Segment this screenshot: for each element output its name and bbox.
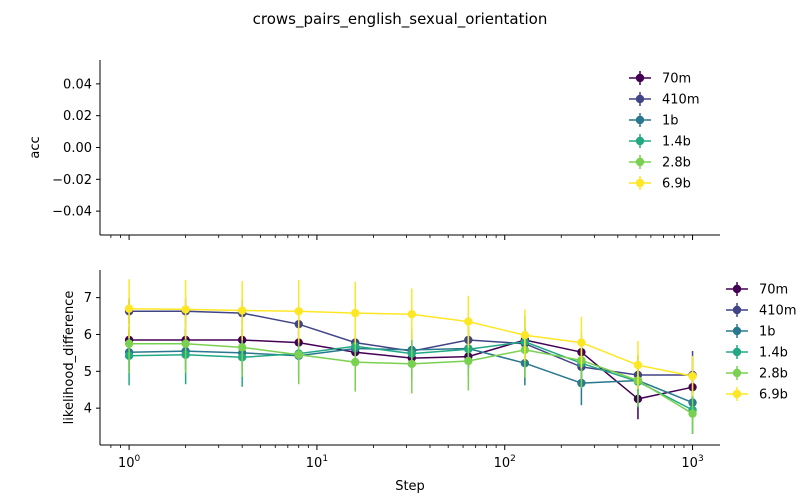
data-point — [124, 339, 134, 348]
legend-marker — [635, 73, 645, 83]
data-point — [520, 331, 530, 340]
data-point — [464, 317, 473, 326]
legend-marker — [635, 157, 645, 167]
legend-marker — [635, 94, 645, 104]
data-point — [294, 350, 303, 359]
legend-marker — [732, 389, 742, 399]
legend-label: 2.8b — [662, 156, 691, 171]
x-tick-label: 102 — [494, 454, 516, 471]
y-axis-label: likelihood_difference — [62, 291, 77, 425]
series-1.4b — [124, 316, 697, 434]
legend-label: 1.4b — [759, 346, 788, 361]
legend-label: 1.4b — [662, 135, 691, 150]
legend-marker — [635, 115, 645, 125]
legend-marker — [732, 347, 742, 357]
legend-label: 70m — [662, 72, 691, 87]
legend: 70m 410m 1b 1.4b 2.8b 6.9b — [726, 282, 796, 403]
data-point — [351, 357, 360, 367]
legend-label: 6.9b — [662, 177, 691, 192]
panel-likelihood-difference: 4 5 6 7 likelihood_difference 100 101 102 103 Ste… — [62, 270, 796, 494]
legend-label: 410m — [759, 304, 796, 319]
legend-marker — [635, 178, 645, 188]
data-point — [181, 339, 190, 348]
data-point — [181, 305, 190, 314]
series-2.8b — [124, 314, 697, 434]
data-point — [294, 307, 303, 316]
y-axis-label: acc — [28, 136, 43, 158]
data-point — [577, 338, 586, 347]
legend-marker — [732, 326, 742, 336]
legend-label: 1b — [759, 325, 776, 340]
legend: 70m 410m 1b 1.4b 2.8b 6.9b — [629, 71, 699, 192]
data-point — [688, 371, 697, 381]
data-point — [237, 343, 247, 352]
y-tick-label: 0.04 — [63, 77, 92, 92]
y-tick-label: 0.00 — [63, 141, 92, 156]
series-1b — [124, 330, 697, 418]
legend-label: 2.8b — [759, 367, 788, 382]
y-tick-label: −0.04 — [52, 205, 92, 220]
data-point — [464, 356, 473, 366]
x-tick-label: 103 — [681, 454, 703, 471]
data-point — [633, 360, 643, 370]
y-tick-label: 0.02 — [63, 109, 92, 124]
legend-label: 6.9b — [759, 388, 788, 403]
data-point — [351, 308, 360, 318]
legend-label: 410m — [662, 93, 699, 108]
data-point — [237, 306, 247, 315]
legend-marker — [732, 305, 742, 315]
y-tick-label: −0.02 — [52, 173, 92, 188]
series-6.9b — [124, 279, 697, 397]
y-tick-label: 5 — [84, 365, 92, 380]
data-point — [407, 359, 416, 369]
figure-title: crows_pairs_english_sexual_orientation — [253, 10, 548, 29]
legend-marker — [732, 284, 742, 294]
y-tick-label: 4 — [84, 402, 92, 417]
data-point — [688, 409, 697, 418]
y-tick-label: 6 — [84, 328, 92, 343]
x-tick-label: 100 — [118, 454, 141, 471]
panel-acc: 0.04 0.02 0.00 −0.02 −0.04 acc 70m 410m 1b 1.4b 2.… — [28, 60, 720, 240]
x-axis-label: Step — [395, 479, 425, 494]
x-tick-label: 101 — [306, 454, 328, 471]
legend-marker — [732, 368, 742, 378]
legend-label: 1b — [662, 114, 679, 129]
series-70m — [124, 328, 697, 420]
data-point — [407, 310, 416, 319]
legend-marker — [635, 136, 645, 146]
data-point — [124, 304, 134, 313]
y-tick-label: 7 — [84, 291, 92, 306]
legend-label: 70m — [759, 283, 788, 298]
